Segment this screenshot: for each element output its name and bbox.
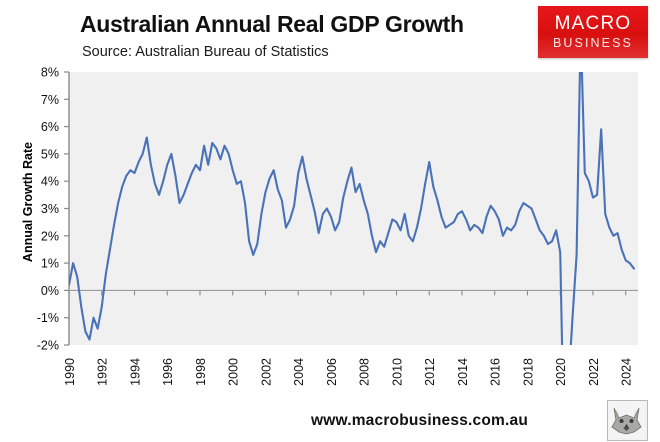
footer-url[interactable]: www.macrobusiness.com.au [311, 412, 528, 429]
y-tick-label: 6% [41, 120, 59, 134]
x-tick-label: 2012 [423, 358, 437, 386]
y-tick-label: 7% [41, 93, 59, 107]
x-tick-label: 1998 [194, 358, 208, 386]
y-tick-label: 8% [41, 66, 59, 80]
x-tick-label: 2006 [325, 358, 339, 386]
x-tick-label: 1996 [161, 358, 175, 386]
y-tick-label: 4% [41, 175, 59, 189]
x-tick-label: 1992 [96, 358, 110, 386]
x-tick-label: 2008 [358, 358, 372, 386]
fox-head-icon [607, 400, 648, 441]
y-tick-label: -2% [37, 339, 59, 353]
x-tick-label: 1994 [128, 358, 142, 386]
x-axis: 1990 1992 1994 1996 1998 2000 2002 2004 2006 2008… [63, 290, 634, 386]
plot-background [69, 72, 638, 345]
y-tick-label: 5% [41, 147, 59, 161]
logo-line-business: BUSINESS [552, 36, 633, 51]
fox-head-glyph [608, 401, 645, 438]
y-tick-label: 1% [41, 257, 59, 271]
gdp-growth-line [69, 72, 635, 345]
y-axis: 8% 7% 6% 5% 4% 3% 2% 1% 0% -1% -2% [37, 66, 70, 353]
x-tick-label: 2010 [390, 358, 404, 386]
y-tick-label: 3% [41, 202, 59, 216]
x-tick-label: 2000 [227, 358, 241, 386]
chart-title: Australian Annual Real GDP Growth [80, 11, 464, 37]
y-tick-label: -1% [37, 311, 59, 325]
y-tick-label: 2% [41, 229, 59, 243]
x-tick-label: 2022 [587, 358, 601, 386]
logo-line-macro: MACRO [554, 13, 632, 35]
x-tick-label: 2018 [521, 358, 535, 386]
y-tick-label: 0% [41, 284, 59, 298]
x-tick-label: 2020 [554, 358, 568, 386]
macrobusiness-logo[interactable]: MACRO BUSINESS [538, 6, 648, 58]
x-tick-label: 2014 [456, 358, 470, 386]
x-tick-label: 2024 [620, 358, 634, 386]
x-tick-label: 2004 [292, 358, 306, 386]
x-tick-label: 2016 [489, 358, 503, 386]
x-tick-label: 2002 [259, 358, 273, 386]
x-tick-label: 1990 [63, 358, 77, 386]
chart-subtitle: Source: Australian Bureau of Statistics [82, 44, 329, 60]
